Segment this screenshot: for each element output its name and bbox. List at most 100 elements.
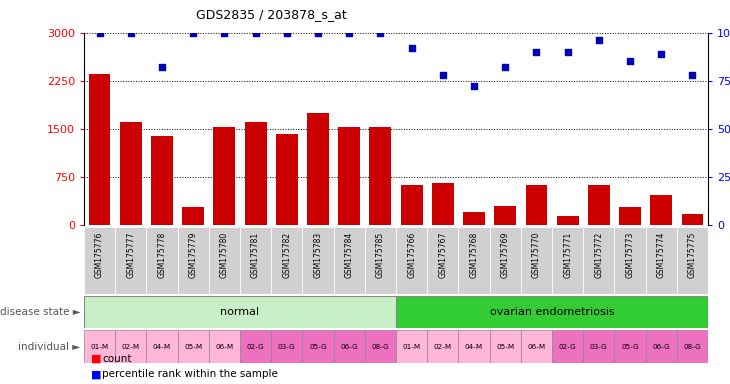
FancyBboxPatch shape (365, 227, 396, 294)
Text: percentile rank within the sample: percentile rank within the sample (102, 369, 278, 379)
Text: GSM175780: GSM175780 (220, 232, 229, 278)
Text: GSM175773: GSM175773 (626, 232, 634, 278)
Bar (588, 185, 610, 225)
Bar (120, 122, 142, 225)
Text: GSM175768: GSM175768 (469, 232, 479, 278)
Text: 02-M: 02-M (434, 344, 452, 349)
FancyBboxPatch shape (84, 296, 396, 328)
FancyBboxPatch shape (334, 227, 365, 294)
Bar (245, 122, 266, 225)
FancyBboxPatch shape (427, 227, 458, 294)
Bar (307, 113, 329, 225)
Point (125, 30, 137, 36)
Point (312, 30, 324, 36)
Text: GSM175783: GSM175783 (313, 232, 323, 278)
Text: GSM175784: GSM175784 (345, 232, 354, 278)
Text: 04-M: 04-M (153, 344, 171, 349)
Text: GDS2835 / 203878_s_at: GDS2835 / 203878_s_at (196, 8, 347, 21)
Point (343, 30, 355, 36)
Point (437, 72, 449, 78)
Text: ■: ■ (91, 369, 101, 379)
Text: 04-M: 04-M (465, 344, 483, 349)
Text: GSM175774: GSM175774 (657, 232, 666, 278)
FancyBboxPatch shape (583, 330, 615, 363)
Bar (401, 185, 423, 225)
FancyBboxPatch shape (458, 330, 490, 363)
FancyBboxPatch shape (272, 227, 302, 294)
Text: individual ►: individual ► (18, 341, 80, 352)
FancyBboxPatch shape (146, 227, 177, 294)
Point (250, 30, 261, 36)
FancyBboxPatch shape (396, 296, 708, 328)
Point (593, 37, 604, 43)
Text: GSM175772: GSM175772 (594, 232, 604, 278)
Text: 06-G: 06-G (340, 344, 358, 349)
Bar (619, 207, 641, 225)
Bar (526, 185, 548, 225)
Text: GSM175775: GSM175775 (688, 232, 697, 278)
Bar (369, 127, 391, 225)
FancyBboxPatch shape (302, 227, 334, 294)
FancyBboxPatch shape (84, 227, 115, 294)
FancyBboxPatch shape (334, 330, 365, 363)
Text: GSM175771: GSM175771 (563, 232, 572, 278)
FancyBboxPatch shape (583, 227, 615, 294)
FancyBboxPatch shape (677, 330, 708, 363)
Text: 05-G: 05-G (621, 344, 639, 349)
FancyBboxPatch shape (646, 330, 677, 363)
Point (499, 64, 511, 70)
Bar (338, 127, 360, 225)
Point (281, 30, 293, 36)
Text: ■: ■ (91, 354, 101, 364)
FancyBboxPatch shape (302, 330, 334, 363)
Text: GSM175781: GSM175781 (251, 232, 260, 278)
FancyBboxPatch shape (646, 227, 677, 294)
Point (188, 30, 199, 36)
Point (687, 72, 699, 78)
FancyBboxPatch shape (365, 330, 396, 363)
FancyBboxPatch shape (272, 330, 302, 363)
Bar (182, 207, 204, 225)
Text: GSM175770: GSM175770 (532, 232, 541, 278)
Bar (557, 216, 579, 225)
FancyBboxPatch shape (177, 227, 209, 294)
Bar (88, 74, 110, 225)
FancyBboxPatch shape (240, 227, 272, 294)
FancyBboxPatch shape (209, 227, 240, 294)
FancyBboxPatch shape (677, 227, 708, 294)
Point (562, 49, 574, 55)
Point (656, 51, 667, 57)
Text: 06-M: 06-M (527, 344, 545, 349)
Text: 03-G: 03-G (590, 344, 608, 349)
Point (531, 49, 542, 55)
Text: 06-M: 06-M (215, 344, 234, 349)
Text: 05-G: 05-G (309, 344, 327, 349)
Point (93, 30, 105, 36)
FancyBboxPatch shape (521, 330, 552, 363)
Text: GSM175785: GSM175785 (376, 232, 385, 278)
Text: 05-M: 05-M (184, 344, 202, 349)
Text: 06-G: 06-G (653, 344, 670, 349)
FancyBboxPatch shape (84, 330, 115, 363)
Text: GSM175776: GSM175776 (95, 232, 104, 278)
FancyBboxPatch shape (490, 330, 521, 363)
FancyBboxPatch shape (115, 330, 146, 363)
Bar (213, 127, 235, 225)
Bar (682, 214, 704, 225)
FancyBboxPatch shape (427, 330, 458, 363)
Text: 01-M: 01-M (402, 344, 420, 349)
Point (624, 58, 636, 65)
FancyBboxPatch shape (396, 227, 427, 294)
FancyBboxPatch shape (521, 227, 552, 294)
Bar (463, 212, 485, 225)
Text: normal: normal (220, 307, 260, 317)
Text: 01-M: 01-M (91, 344, 109, 349)
Text: ovarian endometriosis: ovarian endometriosis (490, 307, 615, 317)
Text: GSM175777: GSM175777 (126, 232, 135, 278)
FancyBboxPatch shape (146, 330, 177, 363)
Text: 08-G: 08-G (372, 344, 389, 349)
FancyBboxPatch shape (552, 330, 583, 363)
Text: disease state ►: disease state ► (0, 307, 80, 317)
FancyBboxPatch shape (177, 330, 209, 363)
Bar (494, 206, 516, 225)
